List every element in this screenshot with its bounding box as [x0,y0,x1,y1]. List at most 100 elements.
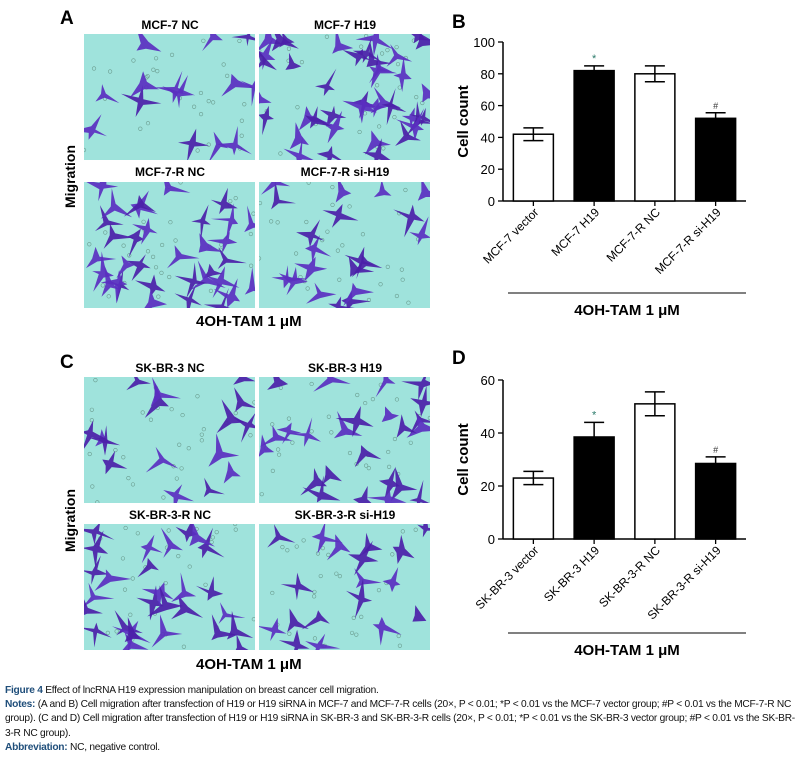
pore [113,448,118,453]
stained-cell [354,568,382,589]
y-tick-label: 20 [481,162,495,177]
stained-cell [353,485,372,503]
stained-cell [261,182,291,195]
stained-cell [203,287,231,308]
stained-cell [213,278,240,308]
stained-cell [267,524,296,548]
pore [337,277,342,282]
stained-cell [410,385,430,417]
pore [270,468,275,473]
stained-cell [348,540,379,576]
pore [173,238,178,243]
stained-cell [84,114,107,140]
pore [141,219,146,224]
pore [159,270,164,275]
stained-cell [221,73,255,97]
pore [259,492,264,497]
pore [359,44,364,49]
stained-cell [375,377,396,398]
micrograph [259,377,430,503]
pore [293,251,299,256]
pore [210,535,215,540]
pore [199,438,204,443]
pore [167,274,172,280]
y-axis-label: Migration [62,489,78,552]
caption-notes-label: Notes: [5,699,36,711]
pore [239,133,244,138]
pore [107,69,113,74]
pore [320,546,325,551]
stained-cell [259,617,287,642]
stained-cell [84,582,115,607]
bar [512,477,555,540]
pore [403,187,408,193]
stained-cell [283,136,314,160]
stained-cell [354,445,382,468]
stained-cell [244,205,255,233]
stained-cell [287,608,309,633]
pore [324,34,330,39]
pore [278,151,283,156]
stained-cell [197,527,225,559]
stained-cell [313,377,351,392]
pore [206,142,211,147]
stained-cell [396,414,417,438]
stained-cell [163,484,194,503]
stained-cell [285,52,302,70]
stained-cell [216,399,245,434]
stained-cell [401,377,430,401]
stained-cell [244,267,255,295]
pore [318,573,323,579]
pore [275,220,280,225]
pore [121,243,126,248]
pore [370,397,375,402]
stained-cell [217,126,252,156]
y-tick-label: 80 [481,67,495,82]
stained-cell [210,187,238,215]
stained-cell [366,40,392,67]
stained-cell [103,223,134,249]
stained-cell [100,270,128,304]
y-tick-label: 100 [473,35,495,50]
pore [294,544,299,549]
pore [340,243,345,248]
pore [248,231,253,237]
pore [390,552,395,557]
pore [385,264,390,269]
stained-cell [417,524,430,538]
y-axis-title: Cell count [455,85,472,158]
pore [103,230,108,235]
pore [84,147,87,153]
stained-cell [240,80,255,107]
pore [233,195,238,201]
stained-cell [94,569,132,591]
stained-cell [322,204,359,228]
stained-cell [259,425,293,447]
bar [634,403,676,540]
pore [312,594,317,599]
pore [286,46,292,51]
pore [198,90,204,96]
pore [153,265,159,270]
stained-cell [160,527,183,558]
pore [177,442,182,447]
bar-chart-b: B 0 20 40 60 80 100 Cell count MCF-7 vector * MCF-… [452,12,746,319]
stained-cell [302,475,341,503]
stained-cell [417,182,430,201]
stained-cell [342,97,377,124]
panel-label-d: D [452,348,466,369]
pore [396,633,401,639]
stained-cell [126,377,151,391]
stained-cell [123,195,156,217]
pore [203,582,208,587]
pore [392,436,398,442]
caption-abbrev-label: Abbreviation: [5,741,68,753]
stained-cell [135,274,166,296]
pore [397,85,402,90]
significance-marker: * [592,53,597,65]
stained-cell [234,387,255,412]
x-tick-label: MCF-7 H19 [548,205,602,259]
stained-cell [393,56,412,92]
stained-cell [300,468,327,496]
pore [397,643,402,648]
